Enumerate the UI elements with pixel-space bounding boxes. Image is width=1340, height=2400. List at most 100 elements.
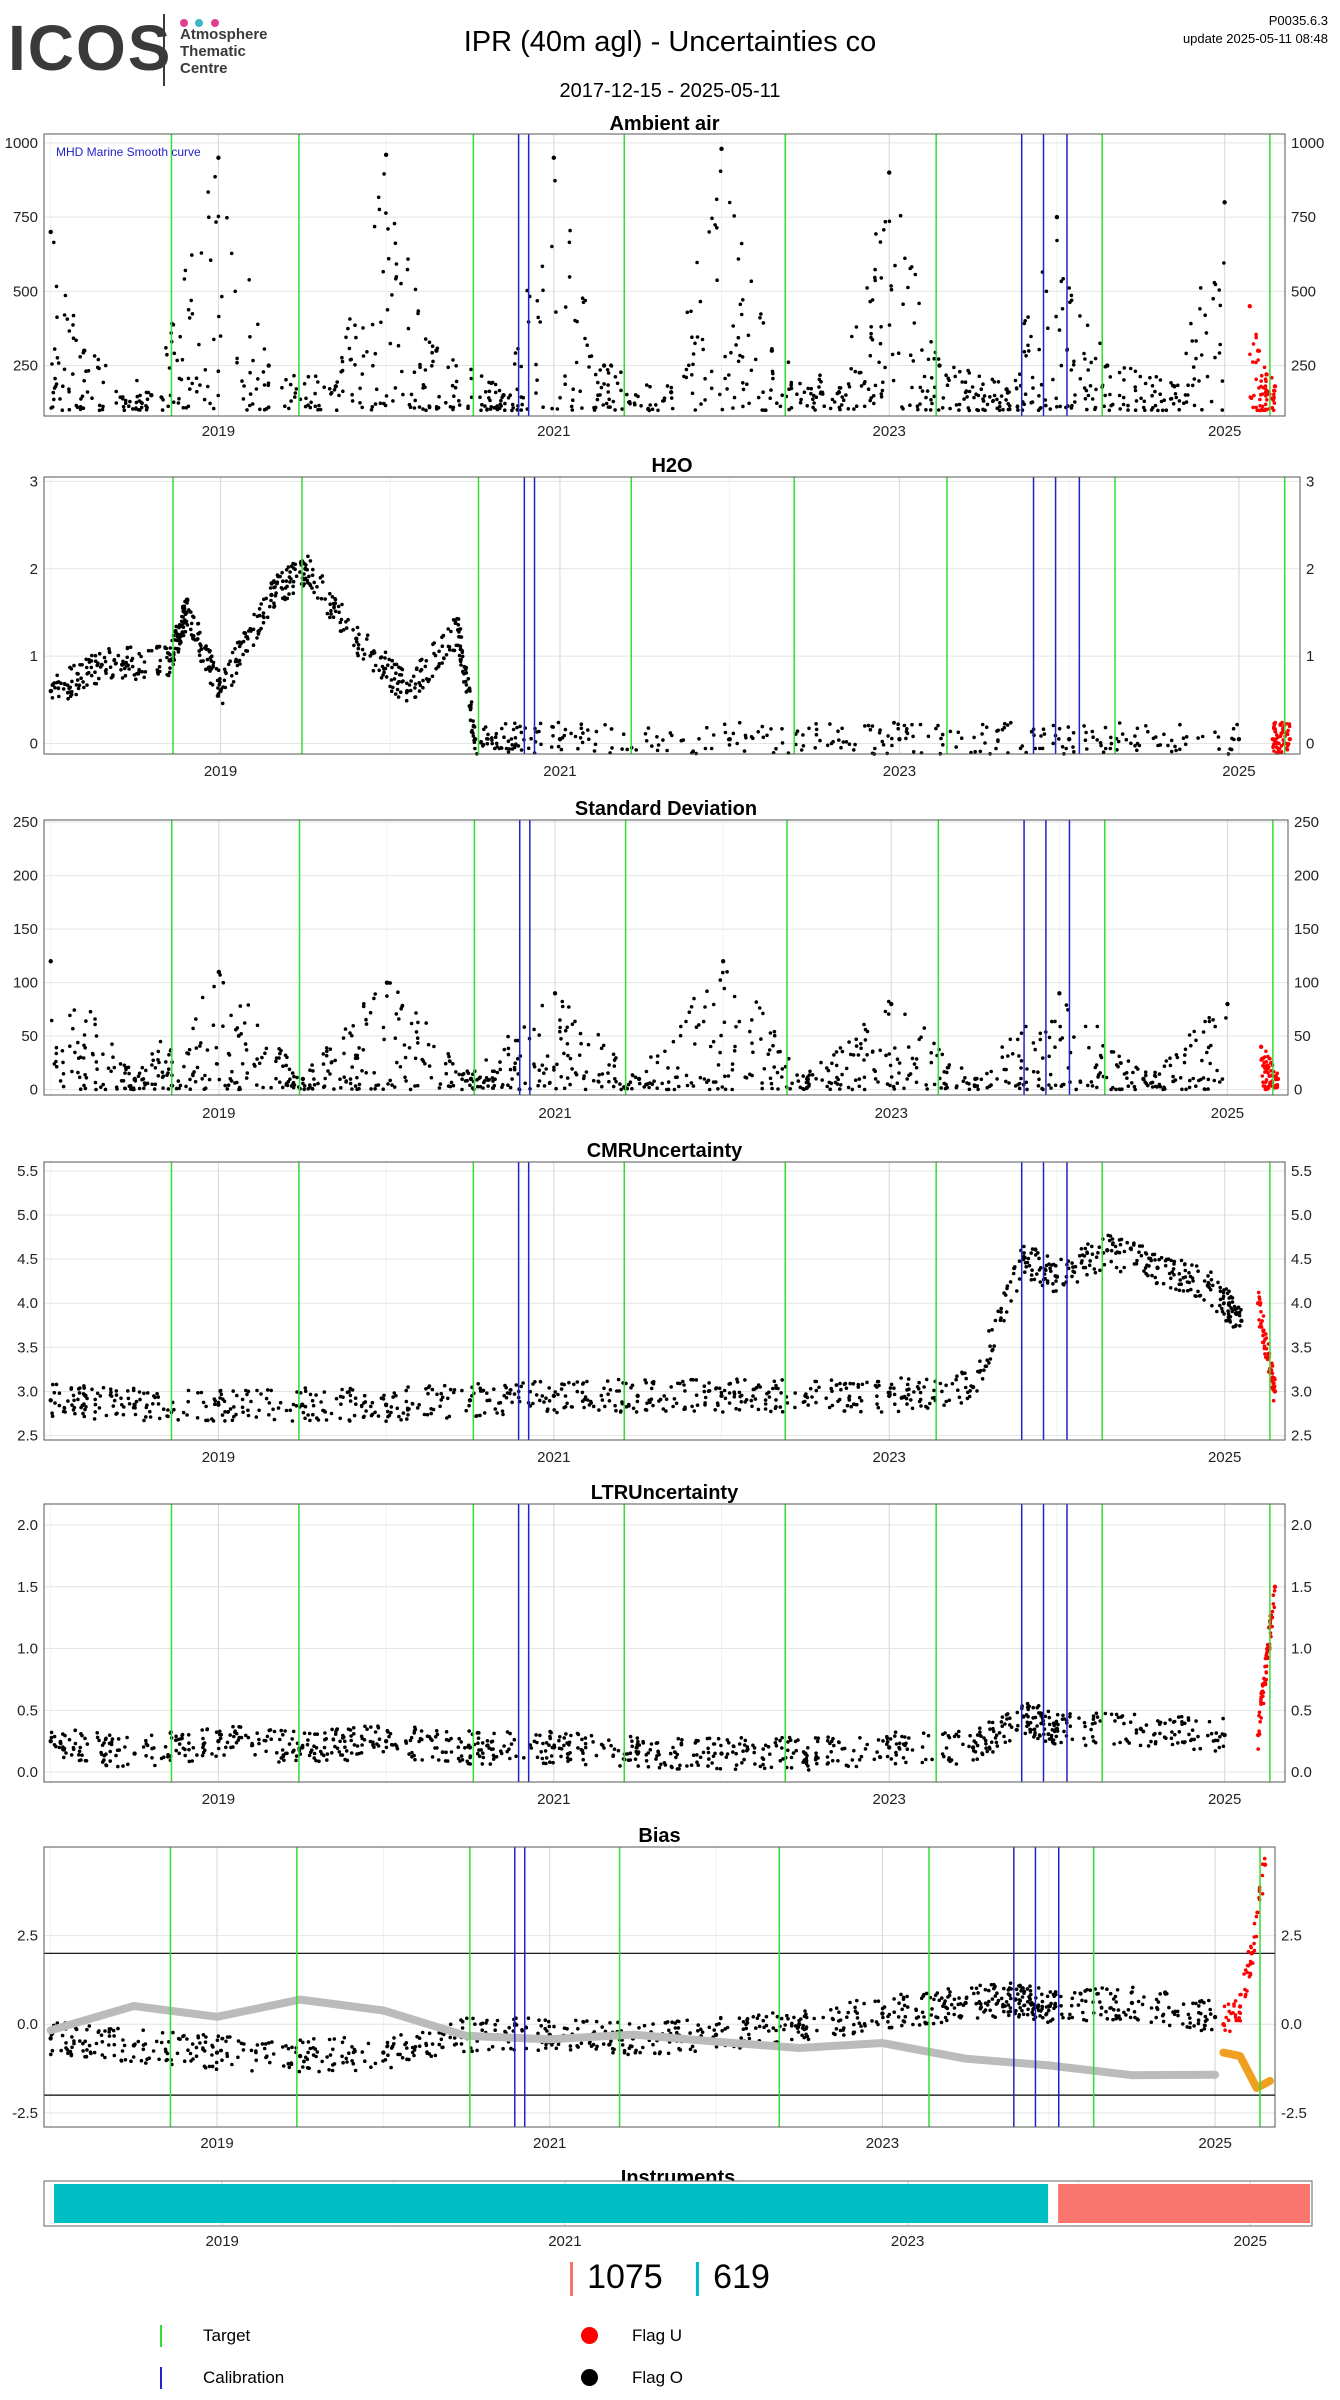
flag-o-point [599, 1393, 604, 1398]
flag-o-point [231, 680, 236, 684]
flag-u-point [1247, 303, 1252, 309]
flag-o-point [965, 1396, 970, 1401]
flag-o-point [97, 408, 102, 413]
flag-o-point [274, 591, 278, 595]
flag-o-point [359, 1734, 364, 1739]
flag-o-point [1098, 1053, 1103, 1058]
flag-o-point [50, 1414, 55, 1418]
flag-o-point [839, 403, 844, 407]
flag-o-point [294, 1758, 298, 1763]
flag-o-point [1043, 398, 1048, 402]
flag-o-point [1093, 356, 1098, 361]
flag-o-point [1178, 1278, 1182, 1282]
flag-o-point [1209, 1278, 1214, 1282]
flag-o-point [699, 402, 703, 406]
flag-o-point [817, 1385, 821, 1390]
flag-o-point [563, 305, 568, 309]
flag-o-point [103, 1087, 108, 1092]
flag-o-point [567, 275, 572, 279]
flag-o-point [593, 405, 598, 410]
flag-u-point [1264, 1049, 1268, 1054]
flag-o-point [1206, 1274, 1210, 1278]
flag-o-point [427, 1064, 432, 1068]
flag-o-point [551, 734, 555, 738]
flag-o-point [1235, 722, 1239, 727]
flag-o-point [1143, 381, 1148, 386]
flag-o-point [906, 285, 910, 290]
flag-o-point [126, 663, 130, 667]
flag-o-point [197, 631, 201, 636]
flag-o-point [870, 724, 875, 728]
flag-o-point [1211, 1739, 1216, 1743]
flag-o-point [915, 404, 920, 409]
flag-o-point [1220, 1306, 1224, 1311]
flag-o-point [1073, 400, 1077, 404]
flag-o-point [499, 398, 503, 403]
flag-o-point [553, 178, 557, 183]
flag-o-point [852, 748, 856, 752]
flag-o-point [1029, 334, 1033, 339]
flag-o-point [384, 394, 389, 398]
flag-o-point [818, 738, 822, 743]
flag-o-point [645, 383, 649, 387]
flag-o-point [494, 731, 499, 736]
flag-o-point [341, 389, 345, 394]
flag-o-point [180, 624, 184, 629]
flag-o-point [82, 379, 86, 383]
flag-o-point [1109, 735, 1113, 740]
flag-o-point [754, 1000, 759, 1004]
flag-o-point [649, 1397, 654, 1401]
flag-o-point [509, 1388, 513, 1392]
flag-o-point [112, 1398, 117, 1403]
flag-o-point [58, 1079, 63, 1083]
flag-o-point [619, 388, 623, 393]
flag-o-point [1173, 392, 1178, 396]
flag-o-point [277, 1056, 281, 1060]
flag-o-point [874, 232, 878, 236]
flag-o-point [541, 288, 545, 293]
flag-o-point [261, 620, 266, 625]
flag-o-point [283, 404, 287, 409]
x-tick-label: 2019 [202, 423, 235, 440]
flag-u-point [1269, 396, 1274, 401]
flag-o-point [1090, 1252, 1095, 1256]
plot-background [44, 1504, 1285, 1782]
flag-o-point [150, 1082, 154, 1087]
flag-o-point [720, 959, 726, 964]
flag-o-point [1183, 1740, 1187, 1744]
flag-o-point [114, 401, 119, 405]
y-tick-label: 200 [1294, 868, 1319, 885]
flag-o-point [860, 1382, 865, 1387]
x-tick-label: 2019 [204, 763, 237, 780]
flag-o-point [549, 1754, 554, 1758]
flag-o-point [122, 1405, 126, 1409]
flag-o-point [369, 650, 374, 655]
flag-o-point [1036, 408, 1041, 413]
flag-o-point [732, 994, 737, 999]
flag-o-point [1108, 1234, 1113, 1238]
flag-o-point [722, 1020, 727, 1025]
flag-o-point [812, 401, 816, 405]
flag-o-point [1186, 393, 1190, 397]
flag-o-point [383, 666, 388, 671]
flag-o-point [165, 352, 169, 357]
flag-o-point [399, 281, 403, 286]
flag-o-point [1082, 1720, 1087, 1725]
flag-u-point [1261, 1080, 1265, 1085]
flag-o-point [918, 1390, 923, 1395]
flag-o-point [342, 1051, 346, 1056]
flag-o-point [430, 344, 435, 349]
flag-o-point [747, 401, 751, 406]
flag-o-point [578, 1031, 583, 1036]
flag-o-point [802, 390, 807, 395]
flag-o-point [912, 321, 917, 325]
flag-o-point [926, 1733, 931, 1738]
flag-o-point [476, 1736, 481, 1740]
flag-o-point [720, 407, 725, 412]
flag-o-point [779, 1391, 783, 1395]
flag-o-point [1221, 1290, 1226, 1295]
flag-o-point [1155, 1281, 1159, 1285]
flag-o-point [584, 1070, 589, 1074]
flag-o-point [829, 1750, 833, 1754]
flag-o-point [758, 1385, 762, 1389]
